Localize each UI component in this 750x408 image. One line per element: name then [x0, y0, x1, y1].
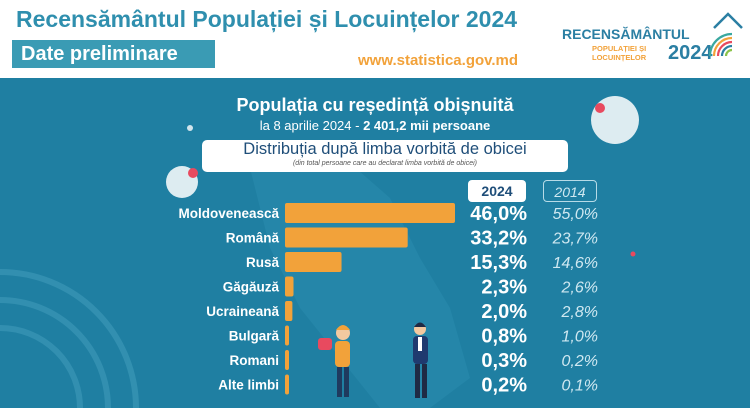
bar-2024-alte-limbi [285, 374, 289, 395]
distribution-heading-box: Distribuția după limba vorbită de obicei… [202, 140, 568, 172]
people-illustration [318, 322, 428, 398]
value-2014-bulgara: 1,0% [562, 329, 598, 346]
category-label-alte-limbi: Alte limbi [218, 378, 279, 393]
value-2024-bulgara: 0,8% [481, 326, 527, 348]
value-2014-alte-limbi: 0,1% [562, 378, 598, 395]
value-2024-moldoveneasca: 46,0% [470, 203, 527, 225]
bar-2024-gagauza [285, 276, 294, 297]
category-label-romani: Romani [229, 353, 279, 368]
value-2014-gagauza: 2,6% [561, 280, 598, 297]
chart-subtitle-total: 2 401,2 mii persoane [363, 118, 491, 133]
preliminary-badge: Date preliminare [12, 40, 215, 68]
chart-title: Populația cu reședință obișnuită [236, 95, 514, 115]
census-logo: RECENSĂMÂNTUL POPULAȚIEI ȘI LOCUINȚELOR … [558, 4, 748, 74]
logo-subtitle: POPULAȚIEI ȘI LOCUINȚELOR [592, 44, 646, 62]
chart-subtitle: la 8 aprilie 2024 - 2 401,2 mii persoane [0, 118, 750, 133]
value-2024-romani: 0,3% [481, 350, 527, 372]
value-2014-romani: 0,2% [562, 353, 598, 370]
category-label-romana: Română [226, 231, 280, 246]
logo-line-2: LOCUINȚELOR [592, 53, 647, 62]
category-label-moldoveneasca: Moldovenească [178, 206, 279, 221]
distribution-heading: Distribuția după limba vorbită de obicei [243, 140, 527, 158]
website-link[interactable]: www.statistica.gov.md [358, 52, 519, 69]
chart-subtitle-date: la 8 aprilie 2024 - [259, 118, 364, 133]
house-arcs-icon [708, 12, 743, 57]
value-2014-rusa: 14,6% [553, 255, 598, 272]
distribution-note: (din total persoane care au declarat lim… [292, 160, 478, 167]
value-2014-romana: 23,7% [552, 231, 598, 248]
logo-word: RECENSĂMÂNTUL [562, 26, 690, 42]
category-label-rusa: Rusă [246, 255, 280, 270]
column-header-2024: 2024 [468, 180, 526, 202]
bar-2024-bulgara [285, 325, 289, 346]
bar-2024-moldoveneasca [285, 203, 455, 223]
header-bar: Recensământul Populației și Locuințelor … [0, 0, 750, 78]
value-2014-ucraineana: 2,8% [561, 304, 598, 321]
value-2024-alte-limbi: 0,2% [481, 375, 527, 397]
logo-line-1: POPULAȚIEI ȘI [592, 44, 647, 53]
bar-2024-ucraineana [285, 301, 293, 321]
logo-year: 2024 [668, 42, 713, 64]
value-2014-moldoveneasca: 55,0% [553, 206, 598, 223]
bar-2024-rusa [285, 252, 342, 272]
value-2024-gagauza: 2,3% [481, 277, 527, 299]
value-2024-romana: 33,2% [470, 228, 527, 250]
category-label-bulgara: Bulgară [229, 329, 280, 344]
category-label-ucraineana: Ucraineană [206, 304, 279, 319]
bar-2024-romani [285, 350, 289, 370]
column-header-2014: 2014 [543, 180, 597, 202]
page-title: Recensământul Populației și Locuințelor … [16, 6, 518, 32]
bar-2024-romana [285, 227, 408, 248]
category-label-gagauza: Găgăuză [223, 280, 280, 295]
value-2024-ucraineana: 2,0% [481, 301, 527, 323]
value-2024-rusa: 15,3% [470, 252, 527, 274]
